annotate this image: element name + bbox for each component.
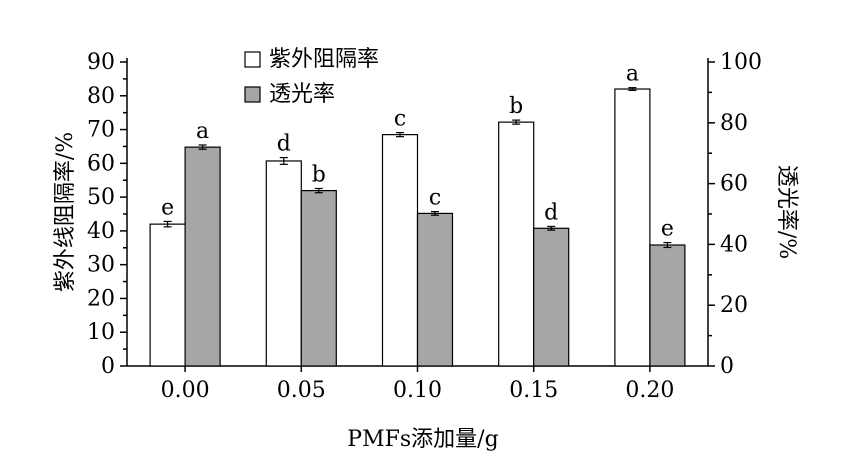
left-y-tick-label: 50 bbox=[87, 185, 115, 210]
bar-transmittance bbox=[533, 227, 570, 367]
significance-label: c bbox=[429, 186, 441, 211]
bar-transmittance bbox=[300, 189, 337, 367]
right-y-tick-label: 40 bbox=[720, 232, 748, 257]
left-y-tick-label: 0 bbox=[101, 354, 115, 379]
left-y-tick-label: 10 bbox=[87, 320, 115, 345]
left-y-tick-label: 20 bbox=[87, 286, 115, 311]
significance-label: e bbox=[161, 195, 174, 220]
x-tick-label: 0.00 bbox=[161, 378, 210, 403]
right-y-axis-title: 透光率/% bbox=[774, 165, 799, 259]
left-y-tick-label: 40 bbox=[87, 219, 115, 244]
significance-label: a bbox=[196, 119, 209, 144]
bar-uv-blocking bbox=[614, 88, 651, 367]
bar-transmittance bbox=[416, 212, 454, 367]
right-y-tick-label: 60 bbox=[720, 172, 748, 197]
significance-label: b bbox=[312, 162, 326, 187]
significance-label: d bbox=[544, 200, 558, 225]
bar-transmittance bbox=[649, 244, 686, 367]
legend-swatch bbox=[244, 51, 261, 68]
bar-uv-blocking bbox=[265, 160, 302, 367]
right-y-tick-label: 0 bbox=[720, 354, 734, 379]
legend-label: 紫外阻隔率 bbox=[269, 47, 379, 72]
right-y-tick-label: 80 bbox=[720, 111, 748, 136]
x-axis-title: PMFs添加量/g bbox=[347, 427, 498, 452]
legend-swatch bbox=[244, 86, 261, 103]
legend-label: 透光率 bbox=[269, 82, 335, 107]
left-y-axis-title: 紫外线阻隔率/% bbox=[53, 132, 78, 292]
significance-label: e bbox=[661, 217, 674, 242]
bar-uv-blocking bbox=[498, 121, 535, 367]
bar-transmittance bbox=[184, 146, 221, 367]
right-y-tick-label: 100 bbox=[720, 50, 762, 75]
significance-label: c bbox=[394, 107, 406, 132]
left-y-tick-label: 90 bbox=[87, 50, 115, 75]
left-y-tick-label: 70 bbox=[87, 118, 115, 143]
significance-label: d bbox=[277, 132, 291, 157]
x-tick-label: 0.05 bbox=[277, 378, 326, 403]
significance-label: a bbox=[626, 62, 639, 87]
axes: 0 10 20 30 40 50 60 70 80 90 0 20 40 60 80 100 0.00 0.05 0… bbox=[87, 50, 762, 403]
x-tick-label: 0.15 bbox=[509, 378, 558, 403]
left-y-tick-label: 80 bbox=[87, 84, 115, 109]
left-y-tick-label: 30 bbox=[87, 253, 115, 278]
bar-uv-blocking bbox=[149, 223, 186, 367]
right-y-tick-label: 20 bbox=[720, 293, 748, 318]
significance-label: b bbox=[509, 94, 523, 119]
x-tick-label: 0.10 bbox=[393, 378, 442, 403]
x-tick-label: 0.20 bbox=[625, 378, 674, 403]
bar-uv-blocking bbox=[381, 134, 419, 367]
left-y-tick-label: 60 bbox=[87, 151, 115, 176]
